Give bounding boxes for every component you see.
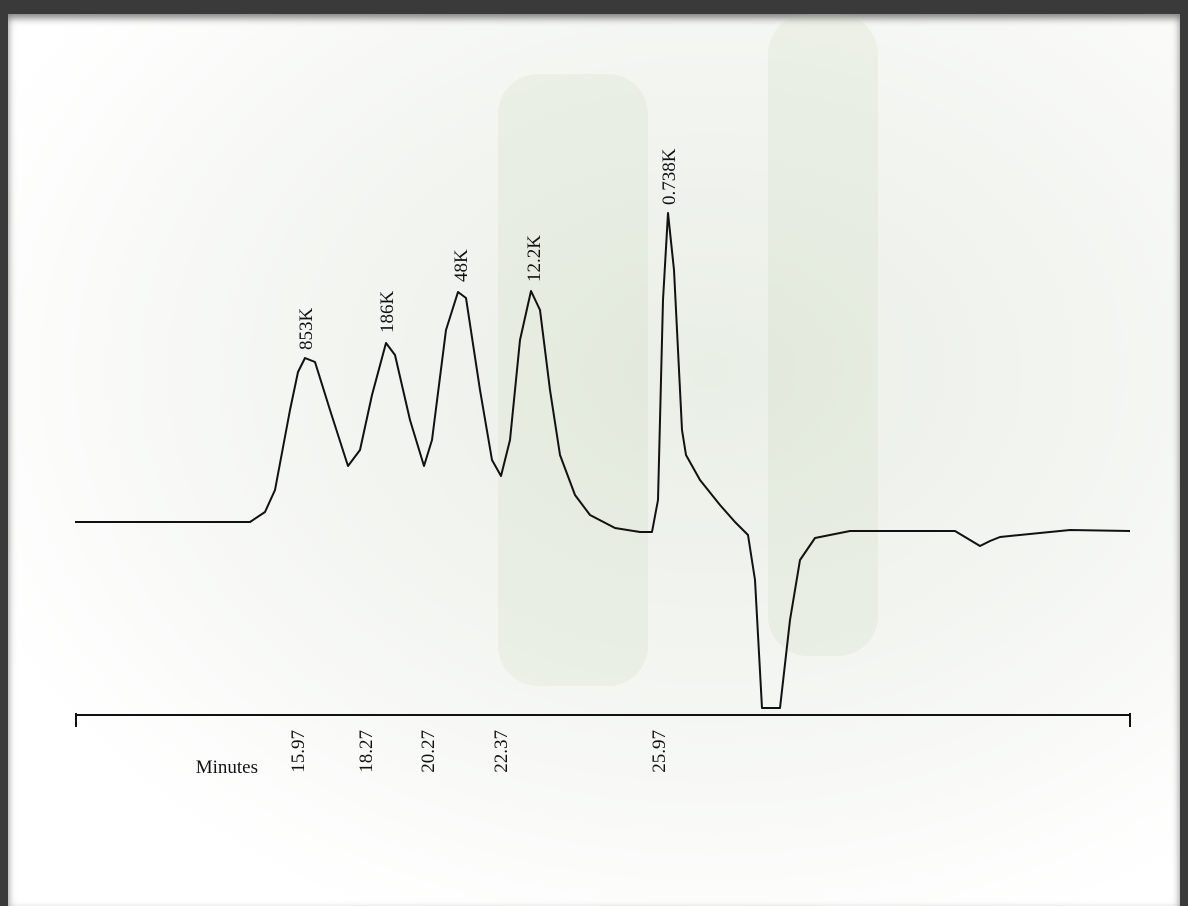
peak-label: 0.738K [659,148,680,205]
x-tick-label: 22.37 [491,730,512,773]
x-tick-label: 18.27 [356,730,377,773]
background-decoration [768,14,878,656]
background-decoration [498,74,648,686]
peak-label: 186K [377,291,398,334]
peak-label: 853K [296,308,317,351]
x-tick-label: 20.27 [418,730,439,773]
trace [75,212,1131,709]
peak-label: 12.2K [524,235,545,282]
x-tick-label: 25.97 [649,730,670,773]
x-tick-label: 15.97 [288,730,309,773]
peak-label: 48K [451,249,472,282]
x-axis-label: Minutes [196,757,258,778]
